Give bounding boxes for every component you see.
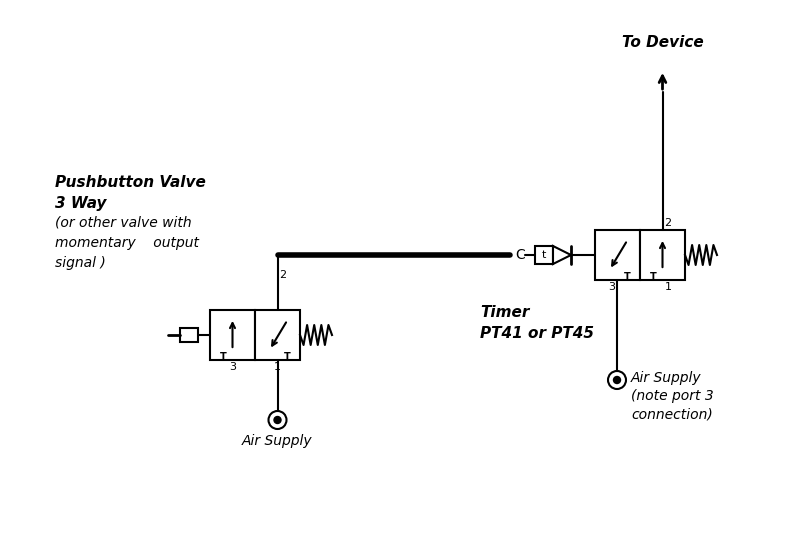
Text: C: C [515, 248, 525, 262]
Bar [640, 230, 685, 280]
Text: T: T [624, 272, 631, 282]
Circle shape [614, 376, 621, 383]
Text: T: T [650, 272, 657, 282]
Bar [255, 310, 300, 360]
Bar [180, 328, 198, 342]
Text: T: T [284, 352, 291, 362]
Bar [595, 230, 640, 280]
Text: 1: 1 [665, 282, 671, 292]
Text: To Device: To Device [622, 35, 703, 50]
Text: 3: 3 [608, 282, 615, 292]
Circle shape [608, 371, 626, 389]
Text: t: t [542, 250, 546, 260]
Text: 2: 2 [279, 270, 286, 280]
Text: Timer
PT41 or PT45: Timer PT41 or PT45 [480, 305, 594, 341]
Text: 2: 2 [665, 218, 672, 228]
Polygon shape [553, 246, 571, 264]
Circle shape [269, 411, 286, 429]
Bar [535, 246, 553, 264]
Text: Air Supply
(note port 3
connection): Air Supply (note port 3 connection) [631, 371, 714, 422]
Text: 1: 1 [274, 362, 281, 372]
Circle shape [274, 417, 281, 423]
Text: Pushbutton Valve
3 Way: Pushbutton Valve 3 Way [55, 175, 206, 211]
Bar [210, 310, 255, 360]
Text: (or other valve with
momentary    output
signal ): (or other valve with momentary output si… [55, 215, 199, 270]
Text: 3: 3 [229, 362, 236, 372]
Text: T: T [220, 352, 227, 362]
Text: Air Supply: Air Supply [242, 434, 313, 448]
